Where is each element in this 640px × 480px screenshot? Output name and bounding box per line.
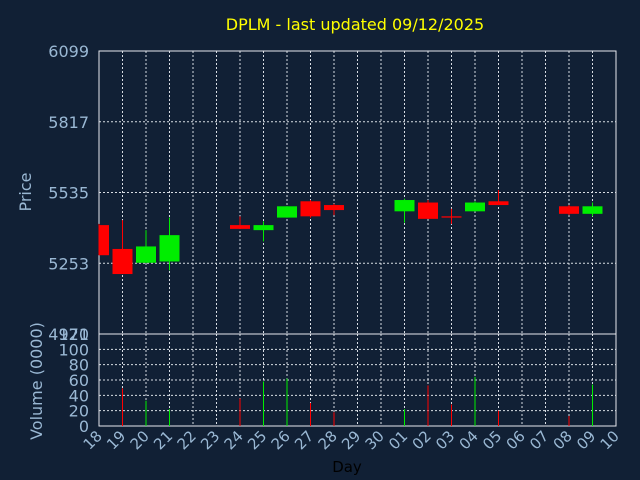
x-tick-label: 08 <box>550 427 576 453</box>
x-tick-label: 06 <box>503 427 529 453</box>
candle <box>465 201 485 212</box>
price-tick-label: 5535 <box>48 184 89 203</box>
candle-body <box>300 201 321 217</box>
candle <box>582 202 603 217</box>
volume-tick-label: 100 <box>58 340 89 359</box>
candle <box>394 198 415 223</box>
candle <box>441 208 462 224</box>
candle-body <box>99 225 109 256</box>
volume-tick-label: 20 <box>69 402 89 421</box>
candle-body <box>112 248 133 275</box>
volume-tick-label: 0 <box>79 417 89 436</box>
candle <box>230 216 250 229</box>
candle <box>253 221 274 242</box>
x-tick-label: 05 <box>479 427 505 453</box>
price-tick-label: 5817 <box>48 113 89 132</box>
x-tick-label: 02 <box>409 427 435 453</box>
price-tick-label: 5253 <box>48 254 89 273</box>
x-tick-label: 30 <box>362 427 388 453</box>
x-tick-label: 19 <box>103 427 129 453</box>
candle-body <box>465 202 485 212</box>
x-tick-label: 20 <box>127 427 153 453</box>
chart-title: DPLM - last updated 09/12/2025 <box>226 15 484 34</box>
x-tick-label: 04 <box>456 427 482 453</box>
x-tick-label: 27 <box>291 427 317 453</box>
x-tick-label: 03 <box>432 427 458 453</box>
candle-body <box>559 206 579 214</box>
candle <box>418 200 438 219</box>
candle-body <box>418 202 438 219</box>
volume-tick-label: 40 <box>69 386 89 405</box>
price-grid <box>98 50 617 335</box>
x-ticks: 1819202122232425262728293001020304050607… <box>80 427 623 453</box>
candle <box>136 230 156 263</box>
candle <box>159 217 180 271</box>
candle-body <box>136 246 156 263</box>
x-tick-label: 07 <box>526 427 552 453</box>
candlesticks <box>98 189 603 275</box>
candle <box>98 223 109 256</box>
candle-body <box>582 206 603 214</box>
x-tick-label: 22 <box>174 427 200 453</box>
price-tick-label: 6099 <box>48 42 89 61</box>
volume-bars <box>122 376 593 426</box>
candle-body <box>488 201 509 206</box>
x-axis-label: Day <box>332 458 362 476</box>
x-tick-label: 26 <box>268 427 294 453</box>
price-y-ticks: 6099 5817 5535 5253 4971 <box>48 42 89 344</box>
price-axis-label: Price <box>16 172 35 211</box>
candle-body <box>324 205 344 211</box>
x-tick-label: 24 <box>221 427 247 453</box>
x-tick-label: 09 <box>573 427 599 453</box>
x-tick-label: 10 <box>597 427 623 453</box>
x-tick-label: 28 <box>315 427 341 453</box>
candle <box>488 189 509 206</box>
candle-body <box>441 216 462 218</box>
candle-body <box>277 206 297 218</box>
volume-panel-frame <box>98 333 617 427</box>
x-tick-label: 25 <box>244 427 270 453</box>
volume-grid <box>98 333 617 427</box>
x-tick-label: 01 <box>385 427 411 453</box>
volume-axis-label: Volume (0000) <box>27 322 46 440</box>
candle-body <box>230 225 250 229</box>
x-tick-label: 29 <box>338 427 364 453</box>
candle-body <box>159 235 180 262</box>
price-tick-label: 4971 <box>48 325 89 344</box>
volume-tick-label: 80 <box>69 356 89 375</box>
candle-body <box>394 200 415 212</box>
volume-tick-label: 60 <box>69 371 89 390</box>
candle <box>559 205 579 216</box>
candle-body <box>253 225 274 231</box>
x-tick-label: 23 <box>197 427 223 453</box>
volume-tick-label: 120 <box>58 325 89 344</box>
candle <box>277 206 297 218</box>
candle <box>112 220 133 275</box>
candle <box>324 203 344 216</box>
x-tick-label: 21 <box>150 427 176 453</box>
candle <box>300 200 321 218</box>
